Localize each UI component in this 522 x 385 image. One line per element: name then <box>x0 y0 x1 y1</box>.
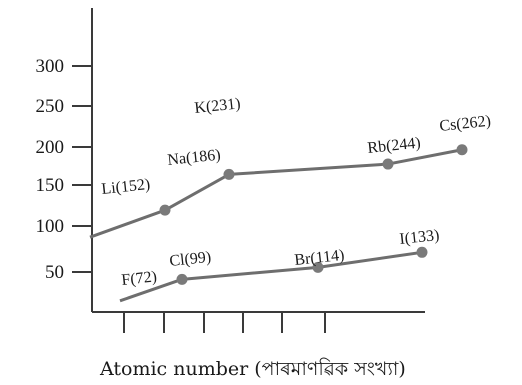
series-line <box>119 250 423 303</box>
data-point <box>416 246 428 258</box>
x-axis-title: Atomic number (পাৰমাণৱিক সংখ্যা) <box>99 358 406 380</box>
y-ticks: 300 250 200 150 100 50 <box>36 56 92 283</box>
point-label: Cs(262) <box>439 113 492 135</box>
x-ticks <box>123 312 326 333</box>
y-tick-label: 250 <box>36 96 65 117</box>
data-point <box>382 158 394 170</box>
y-tick-label: 100 <box>36 216 65 237</box>
series-line <box>89 148 463 239</box>
data-point <box>456 144 468 156</box>
point-label: Rb(244) <box>367 134 422 156</box>
point-label: F(72) <box>121 268 158 289</box>
point-label: Br(114) <box>294 247 346 269</box>
point-label: K(231) <box>194 95 242 117</box>
data-point <box>223 168 235 180</box>
series-2: F(72) Cl(99) Br(114) I(133) <box>119 227 441 303</box>
data-point <box>312 261 324 273</box>
point-label: Cl(99) <box>169 249 212 270</box>
data-point <box>159 204 171 216</box>
series-group: Li(152) Na(186) K(231) Rb(244) Cs(262) F(72) C… <box>89 95 492 303</box>
point-label: Li(152) <box>101 176 151 198</box>
y-tick-label: 200 <box>36 137 65 158</box>
point-label: Na(186) <box>167 146 222 168</box>
y-tick-label: 300 <box>36 56 65 77</box>
y-tick-label: 50 <box>45 262 64 283</box>
series-1: Li(152) Na(186) K(231) Rb(244) Cs(262) <box>89 95 492 239</box>
data-point <box>176 273 188 285</box>
y-tick-label: 150 <box>36 175 65 196</box>
point-label: I(133) <box>399 227 441 248</box>
